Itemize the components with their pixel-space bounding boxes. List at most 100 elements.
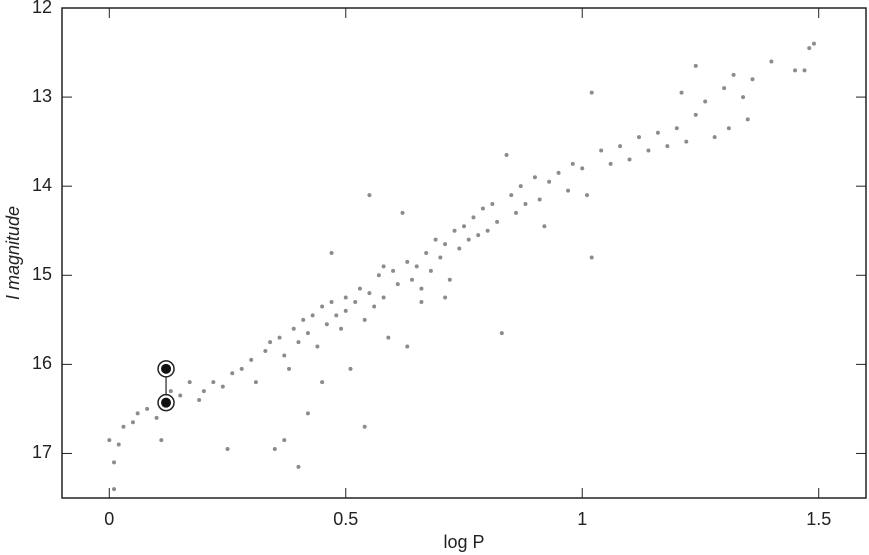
point	[154, 415, 159, 420]
point	[116, 442, 121, 447]
point	[556, 170, 561, 175]
point	[679, 90, 684, 95]
x-tick-label: 0	[104, 509, 114, 529]
point	[362, 424, 367, 429]
point	[348, 366, 353, 371]
point	[741, 95, 746, 100]
point	[320, 380, 325, 385]
point	[466, 237, 471, 242]
point	[807, 46, 812, 51]
point	[547, 179, 552, 184]
point	[277, 335, 282, 340]
point	[159, 438, 164, 443]
point	[419, 286, 424, 291]
point	[168, 389, 173, 394]
x-axis-label: log P	[443, 532, 484, 552]
point	[433, 237, 438, 242]
point	[542, 224, 547, 229]
point	[495, 219, 500, 224]
point	[802, 68, 807, 73]
point	[471, 215, 476, 220]
plot-frame	[61, 7, 867, 499]
highlight-point	[161, 363, 172, 374]
point	[197, 398, 202, 402]
point	[130, 420, 135, 425]
point	[405, 344, 410, 349]
point	[443, 242, 448, 247]
point	[490, 202, 495, 206]
point	[693, 112, 698, 117]
point	[400, 210, 405, 215]
point	[405, 259, 410, 264]
point	[608, 161, 613, 166]
point	[636, 135, 641, 140]
point	[584, 193, 589, 198]
point	[599, 148, 604, 153]
point	[296, 340, 301, 345]
y-tick-label: 16	[32, 353, 52, 373]
point	[329, 251, 334, 255]
point	[409, 277, 414, 282]
point	[272, 447, 277, 451]
point	[476, 233, 481, 238]
point	[249, 357, 254, 362]
point	[627, 157, 632, 162]
point	[570, 161, 575, 166]
point	[750, 77, 755, 82]
point	[367, 291, 372, 296]
point	[305, 331, 310, 336]
highlight-point	[161, 397, 172, 408]
point	[793, 68, 798, 73]
point	[665, 144, 670, 149]
point	[296, 464, 301, 469]
point	[428, 268, 433, 273]
point	[414, 264, 419, 269]
point	[731, 72, 736, 77]
point	[282, 438, 287, 443]
point	[674, 126, 679, 131]
point	[239, 366, 244, 371]
point	[580, 166, 585, 171]
point	[462, 224, 466, 229]
point	[187, 380, 192, 385]
point	[532, 175, 537, 180]
point	[178, 393, 183, 398]
y-tick-label: 17	[32, 442, 52, 462]
point	[452, 228, 457, 233]
point	[514, 210, 519, 215]
point	[253, 380, 258, 385]
point	[684, 139, 689, 144]
point	[589, 90, 594, 95]
point	[291, 326, 296, 331]
y-tick-label: 14	[32, 175, 52, 195]
point	[485, 228, 490, 233]
y-tick-label: 12	[32, 0, 52, 17]
point	[135, 411, 140, 416]
point	[381, 264, 386, 269]
y-tick-label: 15	[32, 264, 52, 284]
point	[712, 135, 717, 140]
point	[282, 353, 287, 358]
point	[372, 304, 377, 309]
point	[324, 322, 329, 327]
point	[268, 340, 273, 345]
point	[438, 255, 443, 260]
point	[301, 317, 306, 322]
point	[121, 424, 126, 429]
point	[263, 349, 268, 353]
point	[655, 130, 660, 135]
point	[339, 326, 344, 331]
y-tick-label: 13	[32, 86, 52, 106]
point	[395, 282, 400, 287]
point	[112, 487, 117, 492]
point	[703, 99, 708, 104]
point	[287, 366, 292, 371]
point	[509, 193, 514, 198]
point	[343, 308, 348, 313]
point	[211, 380, 216, 385]
point	[618, 144, 623, 149]
x-tick-label: 0.5	[333, 509, 358, 529]
point	[353, 300, 358, 304]
point	[376, 273, 381, 278]
point	[201, 389, 206, 394]
